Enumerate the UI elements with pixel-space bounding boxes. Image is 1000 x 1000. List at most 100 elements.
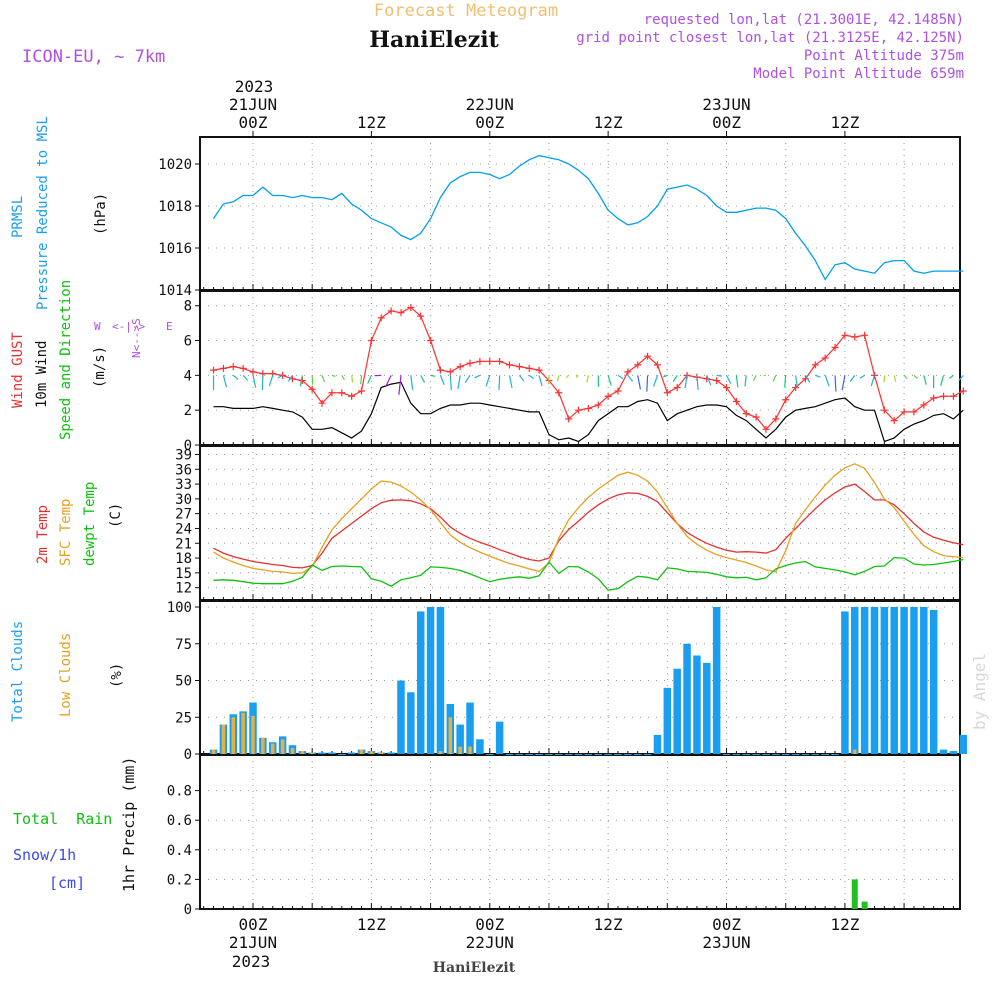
wind-direction-arrow (508, 375, 513, 388)
low-cloud-bar (379, 752, 383, 754)
gust-marker (752, 413, 760, 421)
wind-direction-arrow (341, 375, 345, 381)
y-tick-label: 25 (175, 710, 192, 726)
wind-direction-arrow (268, 375, 274, 387)
total-cloud-bar (939, 749, 948, 754)
temp2m-line (213, 483, 964, 569)
gust-marker (456, 363, 464, 371)
wind-direction-arrow (948, 374, 954, 379)
wind-direction-arrow (804, 375, 811, 383)
total-cloud-bar (407, 692, 415, 754)
low-cloud-bar (468, 746, 472, 754)
total-cloud-bar (663, 687, 672, 754)
wind-direction-arrow (794, 375, 799, 389)
bottom-date-label: 23JUN (702, 933, 750, 952)
top-time-label: 00Z (712, 113, 741, 132)
y-tick-label: 30 (175, 492, 192, 508)
gust-marker (782, 396, 790, 404)
total-cloud-bar (416, 611, 425, 754)
panels-group: 1014101610181020024681215182124273033363… (158, 95, 968, 952)
gust-marker (318, 399, 326, 407)
compass-e: E (166, 320, 173, 333)
total-cloud-bar (752, 754, 760, 755)
gust-label: Wind GUST (10, 332, 26, 408)
top-date-label: 22JUN (466, 95, 514, 114)
y-tick-label: 15 (175, 566, 192, 582)
total-cloud-bar (614, 754, 622, 755)
wind-direction-arrow (617, 374, 624, 380)
gust-marker (663, 389, 671, 397)
total-cloud-bar (860, 607, 869, 754)
wind-direction-arrow (859, 374, 865, 379)
total-cloud-bar (555, 754, 563, 755)
y-tick-label: 1014 (158, 283, 192, 299)
gust-marker (338, 389, 346, 397)
gust-marker (229, 363, 237, 371)
bottom-date-label: 21JUN (229, 933, 277, 952)
wind-direction-arrow (923, 375, 927, 385)
gust-marker (535, 366, 543, 374)
gust-marker (959, 387, 967, 395)
wind-direction-arrow (232, 374, 239, 380)
total-clouds-label: Total Clouds (10, 621, 26, 722)
gust-marker (515, 363, 523, 371)
total-cloud-bar (831, 754, 839, 755)
gust-marker (555, 389, 563, 397)
y-tick-label: 0.8 (167, 784, 192, 800)
prmsl-label: PRMSL (10, 196, 26, 238)
total-cloud-bar (397, 680, 405, 754)
top-time-label: 12Z (357, 113, 386, 132)
compass-ns: N<-->S (130, 318, 143, 358)
gust-marker (594, 401, 602, 409)
gust-marker (861, 331, 869, 339)
total-cloud-bar (545, 754, 553, 755)
total-cloud-bar (476, 739, 484, 754)
total-cloud-bar (910, 607, 918, 754)
total-cloud-bar (564, 754, 573, 755)
wind-direction-arrow (903, 374, 908, 380)
wind-direction-arrow (893, 375, 897, 382)
wind-label: 10m Wind (34, 341, 50, 408)
low-cloud-bar (290, 748, 295, 754)
wind-labels: Wind GUST 10m Wind Speed and Direction (… (10, 280, 173, 440)
low-cloud-bar (270, 743, 275, 754)
top-time-label: 00Z (239, 113, 268, 132)
y-tick-label: 100 (167, 600, 192, 616)
total-cloud-bar (851, 607, 859, 754)
panel-frame (199, 754, 961, 910)
wind-direction-arrow (834, 375, 837, 392)
wind-direction-arrow (518, 374, 525, 382)
gridpoint-coords: grid point closest lon,lat (21.3125E, 42… (576, 30, 964, 46)
wind-direction-arrow (410, 375, 414, 391)
total-cloud-bar (703, 662, 711, 754)
total-cloud-bar (742, 754, 750, 755)
low-cloud-bar (221, 724, 226, 754)
wind-direction-arrow (663, 374, 668, 378)
total-cloud-bar (772, 754, 780, 755)
total-cloud-bar (604, 754, 612, 755)
temp-labels: 2m Temp SFC Temp dewpt Temp (C) (35, 482, 124, 566)
wind-direction-arrow (870, 375, 876, 387)
gust-marker (328, 389, 336, 397)
total-cloud-bar (880, 607, 889, 754)
wind-direction-arrow (744, 375, 747, 387)
total-cloud-bar (841, 611, 849, 754)
total-cloud-bar (643, 754, 652, 755)
total-cloud-bar (929, 609, 938, 754)
y-tick-label: 27 (175, 507, 192, 523)
sfc-temp-line (213, 463, 964, 575)
panel-frame (199, 136, 961, 291)
total-cloud-bar (949, 751, 958, 754)
wind-unit: (m/s) (92, 346, 108, 388)
footer-site: HaniElezit (433, 960, 516, 976)
y-tick-label: 50 (175, 674, 192, 690)
y-tick-label: 0 (184, 902, 192, 918)
temp-unit: (C) (108, 503, 124, 528)
y-tick-label: 18 (175, 551, 192, 567)
low-cloud-bar (300, 751, 305, 754)
gust-marker (486, 357, 494, 365)
total-cloud-bar (811, 754, 820, 755)
bottom-time-label: 00Z (712, 915, 741, 934)
wind-direction-arrow (252, 375, 257, 388)
total-cloud-bar (732, 754, 741, 755)
